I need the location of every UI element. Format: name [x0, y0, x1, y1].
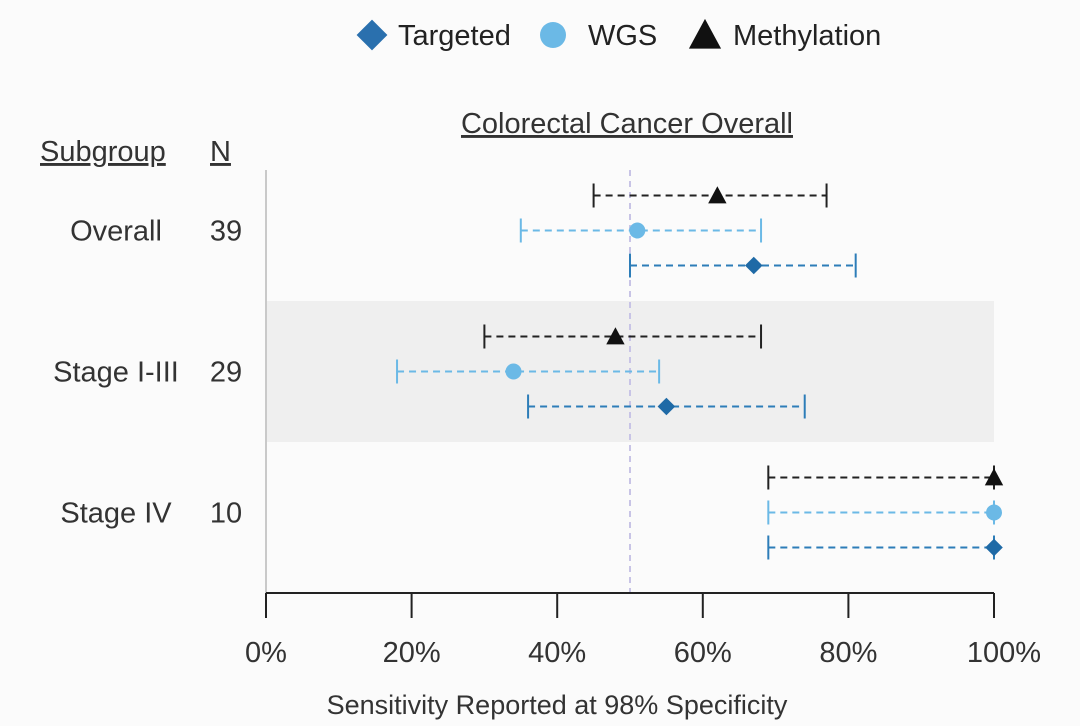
x-tick-label: 0% — [245, 637, 287, 669]
x-tick-label: 80% — [819, 637, 877, 669]
legend-marker-targeted — [356, 19, 388, 51]
x-axis-label: Sensitivity Reported at 98% Specificity — [327, 690, 788, 720]
legend-label-targeted: Targeted — [398, 20, 511, 52]
subgroup-header: Subgroup — [40, 136, 166, 168]
row-labels: Overall 39 Stage I-III 29 Stage IV 10 — [53, 216, 242, 530]
legend-label-methylation: Methylation — [733, 20, 881, 52]
point-estimate-methylation — [708, 186, 727, 204]
point-estimate-wgs — [505, 363, 522, 380]
x-tick-label: 20% — [383, 637, 441, 669]
point-estimate-targeted — [657, 397, 676, 416]
point-estimate-wgs — [986, 504, 1002, 521]
n-value: 29 — [210, 357, 242, 389]
legend: Targeted WGS Methylation — [356, 18, 881, 52]
n-header: N — [210, 136, 231, 168]
n-value: 39 — [210, 216, 242, 248]
x-tick-label: 40% — [528, 637, 586, 669]
x-tick-label: 60% — [674, 637, 732, 669]
subgroup-label: Stage IV — [60, 498, 172, 530]
subgroup-label: Overall — [70, 216, 162, 248]
point-estimate-targeted — [985, 538, 1003, 557]
legend-marker-methylation — [688, 18, 722, 49]
point-estimate-wgs — [629, 222, 646, 239]
n-value: 10 — [210, 498, 242, 530]
point-estimate-methylation — [606, 327, 625, 345]
error-bars — [396, 183, 1004, 560]
legend-label-wgs: WGS — [588, 20, 657, 52]
point-estimate-targeted — [744, 256, 763, 275]
x-tick-label: 100% — [967, 637, 1041, 669]
point-estimate-methylation — [984, 468, 1004, 486]
subgroup-label: Stage I-III — [53, 357, 179, 389]
legend-marker-wgs-circle — [540, 22, 566, 48]
x-axis: 0% 20% 40% 60% 80% 100% — [245, 592, 1041, 669]
chart-title: Colorectal Cancer Overall — [461, 108, 793, 140]
